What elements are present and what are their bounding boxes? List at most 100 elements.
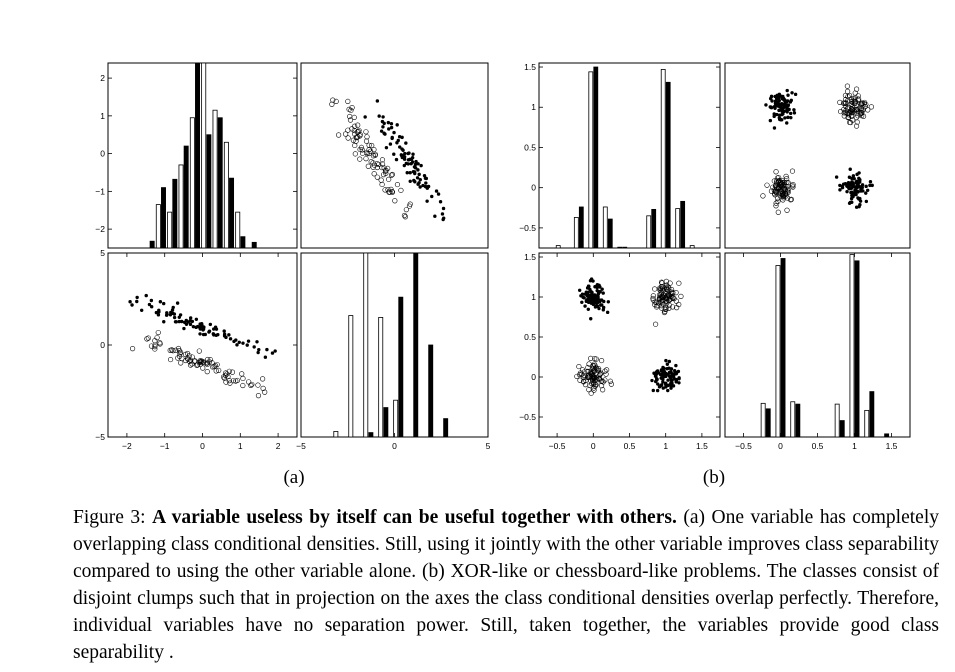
point-open: [363, 129, 369, 135]
panel-frame: [107, 252, 298, 438]
point-filled: [593, 305, 598, 309]
point-open: [837, 99, 843, 106]
point-filled: [792, 108, 796, 112]
point-filled: [768, 105, 772, 109]
point-open: [657, 285, 663, 291]
point-filled: [418, 178, 422, 182]
point-filled: [661, 380, 665, 384]
point-filled: [387, 127, 391, 131]
bar-open: [573, 217, 579, 249]
figure-b: −0.500.511.5−0.500.511.5−0.5 0 0.5 1 1.5 −0.5…: [519, 62, 911, 488]
point-open: [600, 387, 606, 393]
point-filled: [789, 115, 793, 120]
bar-open: [675, 208, 681, 249]
bar-filled: [765, 408, 771, 438]
point-open: [852, 90, 858, 96]
point-open: [772, 183, 779, 189]
point-filled: [659, 383, 663, 388]
x-tick-label: −1: [160, 441, 170, 451]
point-open: [591, 368, 597, 374]
point-filled: [659, 373, 664, 377]
point-filled: [764, 103, 768, 107]
point-open: [663, 306, 669, 312]
point-open: [392, 198, 398, 204]
point-open: [184, 350, 191, 357]
point-open: [255, 382, 261, 388]
bar-filled: [607, 218, 613, 249]
point-open: [152, 344, 158, 350]
point-open: [249, 381, 255, 388]
y-tick-label: 0.5: [524, 332, 536, 342]
bar-open: [646, 215, 652, 249]
panel-top-right: [724, 62, 911, 249]
point-open: [664, 286, 670, 293]
point-open: [398, 187, 404, 193]
point-filled: [661, 386, 665, 390]
point-filled: [400, 153, 404, 158]
point-filled: [674, 372, 679, 376]
point-filled: [252, 345, 256, 349]
point-filled: [180, 319, 184, 324]
point-filled: [601, 291, 605, 295]
point-open: [777, 182, 783, 188]
point-open: [200, 365, 206, 371]
point-open: [602, 377, 608, 383]
point-filled: [860, 185, 864, 189]
point-open: [333, 98, 339, 105]
point-open: [349, 105, 355, 111]
point-open: [859, 110, 865, 116]
point-open: [676, 301, 682, 308]
bar-open: [201, 62, 207, 249]
point-filled: [855, 172, 859, 177]
bar-filled: [217, 117, 223, 249]
point-open: [654, 303, 660, 309]
point-filled: [577, 288, 582, 292]
y-tick-label: −2: [95, 224, 105, 234]
x-tick-label: −0.5: [549, 441, 566, 451]
point-filled: [425, 199, 429, 203]
point-open: [790, 182, 796, 188]
point-filled: [201, 327, 206, 331]
bar-filled: [383, 407, 389, 438]
bar-open: [660, 69, 666, 249]
y-tick-label: 0: [100, 149, 105, 159]
point-open: [369, 142, 375, 149]
point-filled: [598, 303, 603, 307]
point-open: [382, 168, 389, 174]
point-open: [659, 280, 665, 286]
point-filled: [593, 285, 597, 289]
point-open: [260, 376, 266, 382]
bar-filled: [183, 145, 189, 249]
point-filled: [410, 160, 415, 164]
point-open: [372, 151, 378, 157]
point-filled: [172, 312, 177, 316]
point-open: [352, 151, 358, 157]
point-open: [207, 357, 213, 363]
panel-top-right: [300, 62, 489, 249]
point-filled: [208, 322, 213, 327]
point-open: [838, 108, 844, 115]
point-open: [350, 137, 356, 143]
point-open: [343, 131, 349, 137]
point-open: [170, 348, 176, 354]
point-filled: [161, 301, 166, 306]
point-open: [602, 368, 608, 374]
point-open: [382, 187, 388, 193]
y-tick-label: −0.5: [519, 412, 536, 422]
point-open: [214, 361, 220, 368]
point-filled: [128, 299, 132, 304]
point-filled: [598, 290, 602, 294]
point-filled: [775, 96, 779, 100]
point-filled: [384, 145, 389, 150]
point-open: [355, 122, 361, 128]
point-filled: [851, 174, 856, 178]
point-open: [359, 147, 365, 153]
point-filled: [144, 293, 148, 298]
point-open: [222, 372, 229, 378]
point-filled: [834, 175, 839, 179]
point-open: [650, 293, 656, 299]
point-filled: [395, 141, 399, 145]
point-open: [588, 390, 594, 396]
point-filled: [149, 298, 154, 303]
x-tick-label: 0: [392, 441, 397, 451]
